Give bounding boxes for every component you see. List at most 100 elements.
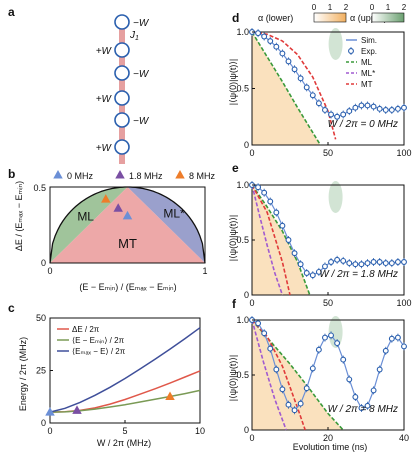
panel-f-sim-line: [251, 319, 405, 412]
c-ytick-1: 25: [36, 366, 46, 376]
chain-site-3: [114, 90, 130, 106]
chain-site-5: [114, 139, 130, 155]
panel-e-exp-point-19: [364, 260, 371, 267]
panel-e-exp-point-4: [273, 209, 280, 216]
alpha-lower-label: α (lower): [258, 13, 293, 23]
colorbar-upper: [371, 12, 405, 23]
panel-f-exp-point-16: [346, 376, 353, 383]
panel-f-plume: [328, 316, 343, 348]
panel-e-ytick-0: 0: [244, 290, 249, 300]
c-marker-2: [165, 391, 175, 401]
b-legend-label-2: 8 MHz: [189, 171, 216, 181]
panel-f-exp-point-21: [376, 366, 383, 373]
panel-e-xtick-2: 100: [396, 298, 411, 308]
panel-e-exp-point-20: [370, 259, 377, 265]
panel-f-exp-point-18: [358, 405, 365, 411]
coupling-label: J1: [129, 30, 139, 42]
panel-f-annotation: W / 2π = 8 MHz: [328, 404, 398, 415]
b-marker-0: [101, 194, 111, 203]
panel-e-exp-point-16: [346, 260, 353, 267]
panel-d-exp-point-13: [328, 111, 334, 118]
panel-f-exp-point-15: [340, 356, 347, 363]
def-legend: Sim. Exp. ML ML* MT: [346, 36, 377, 89]
def-legend-label-0: Sim.: [361, 36, 377, 45]
panel-e-exp-point-11: [315, 268, 322, 275]
panel-d-annotation: W / 2π = 0 MHz: [328, 119, 398, 130]
panel-e-ml-line: [251, 184, 311, 296]
panel-f-mt-line: [251, 319, 306, 431]
chain-site-2: [114, 65, 130, 81]
panel-f-exp-point-14: [334, 340, 341, 347]
panel-f-exp-point-9: [303, 385, 310, 392]
panel-e-exp-point-10: [309, 272, 316, 279]
colorbar-lower: [313, 12, 347, 23]
panel-e-exp-point-14: [334, 256, 341, 263]
panel-f-exp-point-17: [352, 394, 359, 400]
b-legend-label-0: 0 MHz: [67, 171, 94, 181]
panel-e-exp-point-13: [328, 259, 334, 265]
panel-e-xtick-1: 50: [323, 298, 333, 308]
c-series-2: [49, 327, 201, 413]
panel-e-exp-point-8: [297, 261, 304, 268]
panel-d-exp-point-3: [267, 38, 274, 44]
panel-f-xtick-1: 20: [323, 433, 333, 443]
panel-e-exp-point-24: [394, 259, 401, 265]
region-mt-label: MT: [118, 236, 137, 251]
panel-e-exp-point-23: [388, 260, 395, 267]
site-term-4: −W: [133, 116, 150, 127]
def-legend-label-3: ML*: [361, 69, 375, 78]
panel-f-shade: [252, 320, 344, 430]
panel-c-xlabel: W / 2π (MHz): [97, 438, 151, 448]
b-legend-marker-1: [115, 170, 125, 179]
panel-e-exp-point-12: [322, 263, 328, 270]
b-legend-label-1: 1.8 MHz: [129, 171, 163, 181]
panel-f-exp-point-13: [328, 332, 334, 339]
b-legend-marker-2: [175, 170, 185, 179]
def-legend-label-4: MT: [361, 80, 373, 89]
panel-f-exp-point-5: [279, 386, 286, 393]
panel-e-mt-line: [251, 184, 291, 296]
panel-d-exp-point-14: [334, 113, 341, 120]
panel-d-exp-point-7: [291, 66, 298, 73]
panel-c-label: c: [8, 301, 15, 315]
def-legend-label-1: Exp.: [361, 47, 377, 56]
panel-f-xtick-0: 0: [249, 433, 254, 443]
panel-f-ytick-1: 0.5: [236, 370, 249, 380]
c-xtick-2: 10: [195, 426, 205, 436]
b-axes-frame: [49, 186, 206, 264]
panel-e: 0 50 100 0 0.5 1.0 e W / 2π = 1.8 MHz: [232, 161, 412, 308]
panel-d-xtick-0: 0: [249, 148, 254, 158]
panel-d-ml-line: [251, 31, 322, 146]
panel-d-label: d: [232, 11, 239, 25]
panel-a-chain-diagram: −W +W −W +W −W +W J1: [96, 14, 150, 164]
panel-e-exp-point-21: [376, 259, 383, 265]
panel-d-ytick-2: 1.0: [236, 27, 249, 37]
panel-d-exp-point-22: [382, 107, 389, 113]
b-ytick-0: 0: [41, 258, 46, 268]
cbar-tick-0-2: 2: [344, 3, 349, 12]
panel-f-exp-point-8: [297, 400, 304, 407]
panel-d-exp-point-10: [309, 92, 316, 99]
b-ytick-1: 0.5: [33, 183, 46, 193]
panel-e-exp-point-22: [382, 260, 389, 267]
def-legend-exp-marker: [348, 48, 354, 54]
panel-f-exp-point-6: [285, 401, 292, 408]
cbar-tick-0-1: 1: [328, 3, 333, 12]
panel-f-exp-point-23: [388, 335, 395, 342]
b-xtick-0: 0: [47, 266, 52, 276]
panel-d-mt-line: [251, 31, 337, 140]
panel-f-exp-point-2: [261, 330, 268, 337]
chain-site-0: [114, 14, 130, 30]
panel-e-exp-point-3: [267, 198, 274, 205]
site-term-2: −W: [133, 69, 150, 80]
c-marker-1: [72, 405, 82, 414]
chain-site-1: [114, 42, 130, 58]
panel-d-exp-point-17: [352, 104, 359, 111]
panel-e-label: e: [232, 161, 239, 175]
panel-d-xtick-1: 50: [323, 148, 333, 158]
panel-d-exp-point-18: [358, 102, 365, 109]
panel-e-exp-point-17: [352, 261, 359, 268]
panel-d-exp-point-1: [255, 30, 262, 37]
def-xlabel: Evolution time (ns): [293, 442, 368, 452]
panel-a-label: a: [8, 5, 15, 19]
